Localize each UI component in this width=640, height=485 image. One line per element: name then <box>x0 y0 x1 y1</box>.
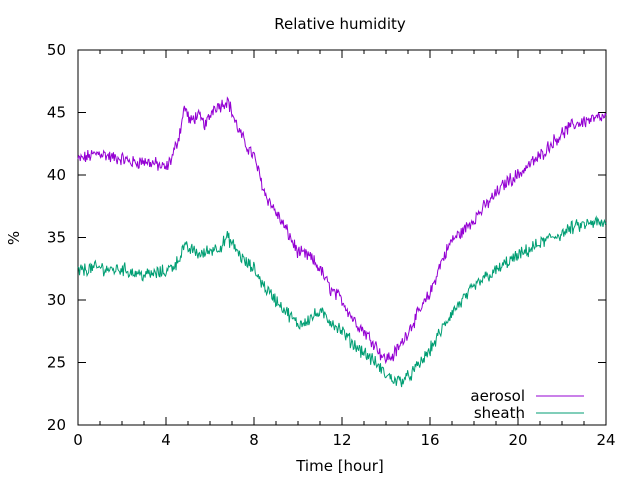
series-lines <box>77 96 607 388</box>
legend-label-sheath: sheath <box>474 404 525 422</box>
y-tick-label-35: 35 <box>47 229 66 247</box>
y-tick-label-45: 45 <box>47 104 66 122</box>
x-tick-label-0: 0 <box>73 431 83 449</box>
series-line-aerosol <box>77 96 607 365</box>
series-line-sheath <box>77 215 607 388</box>
x-tick-label-24: 24 <box>596 431 615 449</box>
y-tick-label-30: 30 <box>47 291 66 309</box>
x-tick-label-8: 8 <box>249 431 259 449</box>
plot-frame <box>77 49 607 426</box>
axis-ticks: 0 4 8 12 16 20 24 20 25 30 35 40 45 50 <box>47 41 616 449</box>
x-axis-label: Time [hour] <box>295 457 384 475</box>
x-tick-label-4: 4 <box>161 431 171 449</box>
x-tick-label-12: 12 <box>332 431 351 449</box>
chart-title: Relative humidity <box>274 15 406 33</box>
y-tick-label-20: 20 <box>47 416 66 434</box>
y-tick-label-40: 40 <box>47 166 66 184</box>
legend-label-aerosol: aerosol <box>470 387 525 405</box>
x-tick-label-16: 16 <box>420 431 439 449</box>
y-tick-label-50: 50 <box>47 41 66 59</box>
y-axis-label: % <box>5 231 23 245</box>
y-tick-label-25: 25 <box>47 354 66 372</box>
x-tick-label-20: 20 <box>508 431 527 449</box>
